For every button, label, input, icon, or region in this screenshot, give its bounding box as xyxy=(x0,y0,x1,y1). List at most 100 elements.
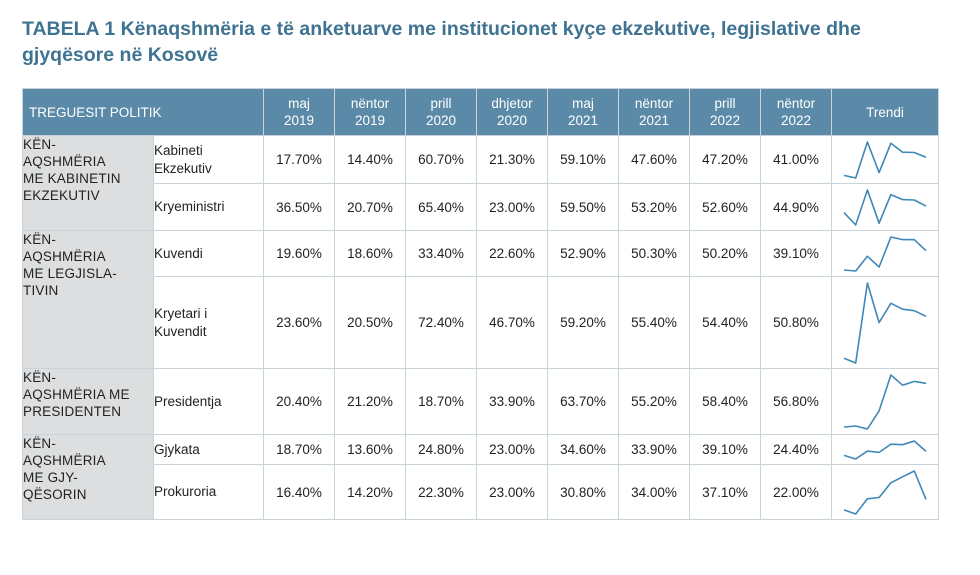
period-header: maj 2019 xyxy=(263,88,335,136)
trend-sparkline xyxy=(843,469,927,515)
row-label-line: Kryeministri xyxy=(154,199,225,214)
period-header: prill 2020 xyxy=(405,88,477,136)
period-year: 2021 xyxy=(567,113,599,128)
trend-cell xyxy=(831,368,939,435)
table-row: Kryetari i Kuvendit 23.60% 20.50% 72.40% 46.7… xyxy=(23,276,939,369)
row-label: Kuvendi xyxy=(153,230,264,277)
row-label-line: Prokuroria xyxy=(154,484,217,499)
value-cell: 13.60% xyxy=(334,434,406,465)
value-cell: 19.60% xyxy=(263,230,335,277)
row-label: Gjykata xyxy=(153,434,264,465)
value-cell: 54.40% xyxy=(689,276,761,369)
period-month: maj xyxy=(288,96,310,111)
group-label-line: QËSORIN xyxy=(23,487,87,502)
value-cell: 63.70% xyxy=(547,368,619,435)
header-row: TREGUESIT POLITIK maj 2019 nëntor 2019 pri… xyxy=(22,88,939,136)
group-label-line: AQSHMËRIA xyxy=(23,154,106,169)
value-cell: 47.20% xyxy=(689,135,761,184)
trend-line xyxy=(843,469,927,515)
row-label-line: Ekzekutiv xyxy=(154,160,212,176)
value-cell: 20.70% xyxy=(334,183,406,231)
row-label: Prokuroria xyxy=(153,464,264,520)
period-year: 2020 xyxy=(496,113,528,128)
indicator-header: TREGUESIT POLITIK xyxy=(22,88,264,136)
value-cell: 20.50% xyxy=(334,276,406,369)
value-cell: 34.60% xyxy=(547,434,619,465)
trend-line xyxy=(843,140,927,179)
trend-line xyxy=(843,439,927,460)
value-cell: 24.40% xyxy=(760,434,832,465)
trend-cell xyxy=(831,183,939,231)
group-label-line: EKZEKUTIV xyxy=(23,188,100,203)
row-label-line: Kuvendit xyxy=(154,323,207,339)
value-cell: 59.10% xyxy=(547,135,619,184)
trend-line xyxy=(843,188,927,226)
value-cell: 23.00% xyxy=(476,464,548,520)
value-cell: 18.60% xyxy=(334,230,406,277)
value-cell: 50.30% xyxy=(618,230,690,277)
value-cell: 23.60% xyxy=(263,276,335,369)
value-cell: 52.90% xyxy=(547,230,619,277)
value-cell: 44.90% xyxy=(760,183,832,231)
period-year: 2019 xyxy=(354,113,386,128)
group-label-line: PRESIDENTEN xyxy=(23,404,122,419)
period-year: 2022 xyxy=(780,113,812,128)
table-row: KËN- AQSHMËRIA ME LEGJISLA- TIVIN Kuvendi 19.… xyxy=(22,230,939,369)
value-cell: 72.40% xyxy=(405,276,477,369)
group-label-line: AQSHMËRIA ME xyxy=(23,387,130,402)
value-cell: 58.40% xyxy=(689,368,761,435)
value-cell: 22.30% xyxy=(405,464,477,520)
value-cell: 55.20% xyxy=(618,368,690,435)
value-cell: 37.10% xyxy=(689,464,761,520)
period-year: 2019 xyxy=(283,113,315,128)
value-cell: 18.70% xyxy=(263,434,335,465)
group-label: KËN- AQSHMËRIA ME GJY- QËSORIN xyxy=(22,434,154,520)
period-month: nëntor xyxy=(776,96,816,111)
value-cell: 41.00% xyxy=(760,135,832,184)
value-cell: 33.40% xyxy=(405,230,477,277)
value-cell: 22.00% xyxy=(760,464,832,520)
value-cell: 18.70% xyxy=(405,368,477,435)
trend-line xyxy=(843,373,927,430)
value-cell: 47.60% xyxy=(618,135,690,184)
value-cell: 59.50% xyxy=(547,183,619,231)
period-month: dhjetor xyxy=(491,96,533,111)
value-cell: 21.30% xyxy=(476,135,548,184)
row-label-line: Kabineti xyxy=(154,142,203,158)
group-label-line: ME GJY- xyxy=(23,470,78,485)
value-cell: 14.40% xyxy=(334,135,406,184)
trend-sparkline xyxy=(843,439,927,460)
value-cell: 23.00% xyxy=(476,183,548,231)
value-cell: 24.80% xyxy=(405,434,477,465)
period-header: nëntor 2022 xyxy=(760,88,832,136)
value-cell: 30.80% xyxy=(547,464,619,520)
trend-cell xyxy=(831,464,939,520)
group-label-line: KËN- xyxy=(23,436,57,451)
trend-cell xyxy=(831,434,939,465)
value-cell: 60.70% xyxy=(405,135,477,184)
trend-line xyxy=(843,235,927,272)
value-cell: 39.10% xyxy=(689,434,761,465)
period-month: prill xyxy=(714,96,736,111)
value-cell: 50.80% xyxy=(760,276,832,369)
period-header: dhjetor 2020 xyxy=(476,88,548,136)
trend-sparkline xyxy=(843,188,927,226)
period-month: maj xyxy=(572,96,594,111)
period-month: prill xyxy=(430,96,452,111)
group-label-line: KËN- xyxy=(23,370,57,385)
trend-line xyxy=(843,281,927,364)
table-row: Prokuroria 16.40% 14.20% 22.30% 23.00% 30.80%… xyxy=(23,464,939,520)
table-row: Kryeministri 36.50% 20.70% 65.40% 23.00% 59.5… xyxy=(23,183,939,231)
trend-header: Trendi xyxy=(831,88,939,136)
period-header: nëntor 2019 xyxy=(334,88,406,136)
group-label-line: KËN- xyxy=(23,137,57,152)
period-header: maj 2021 xyxy=(547,88,619,136)
value-cell: 39.10% xyxy=(760,230,832,277)
period-header: prill 2022 xyxy=(689,88,761,136)
row-label: Presidentja xyxy=(153,368,264,435)
table-row: KËN- AQSHMËRIA ME PRESIDENTEN Presidentja 20… xyxy=(22,368,939,435)
group-label-line: ME KABINETIN xyxy=(23,171,121,186)
value-cell: 59.20% xyxy=(547,276,619,369)
value-cell: 52.60% xyxy=(689,183,761,231)
value-cell: 16.40% xyxy=(263,464,335,520)
